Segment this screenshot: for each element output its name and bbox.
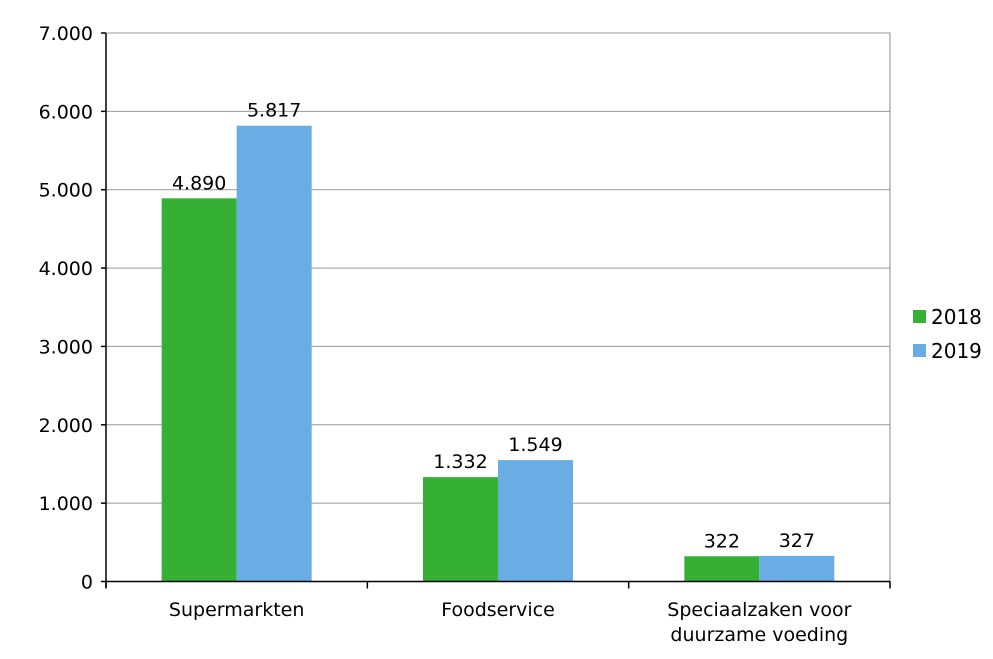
legend-label: 2018 — [931, 305, 982, 329]
bar-2018 — [161, 198, 237, 582]
data-label: 1.549 — [508, 434, 562, 456]
bar-2018 — [423, 477, 498, 582]
y-tick-label: 1.000 — [39, 493, 93, 515]
x-tick-label: Speciaalzaken voor — [667, 599, 851, 621]
legend-swatch-2018 — [913, 310, 926, 323]
data-label: 1.332 — [433, 451, 487, 473]
x-tick-label: Supermarkten — [169, 599, 304, 621]
x-tick-label: duurzame voeding — [670, 624, 848, 646]
bar-2019 — [759, 555, 835, 582]
legend-label: 2019 — [931, 339, 982, 363]
y-tick-label: 6.000 — [39, 101, 93, 123]
bar-2019 — [498, 460, 573, 582]
data-label: 327 — [779, 530, 815, 552]
y-tick-label: 4.000 — [39, 258, 93, 280]
data-label: 4.890 — [172, 172, 226, 194]
data-label: 5.817 — [247, 100, 301, 122]
y-tick-label: 5.000 — [39, 180, 93, 202]
x-tick-label: Foodservice — [441, 599, 555, 621]
y-tick-label: 3.000 — [39, 336, 93, 358]
bar-2019 — [236, 125, 312, 582]
y-tick-label: 7.000 — [39, 23, 93, 45]
legend-swatch-2019 — [913, 344, 926, 357]
data-label: 322 — [704, 530, 740, 552]
bar-2018 — [684, 556, 760, 582]
y-tick-label: 0 — [81, 572, 93, 594]
y-tick-label: 2.000 — [39, 415, 93, 437]
